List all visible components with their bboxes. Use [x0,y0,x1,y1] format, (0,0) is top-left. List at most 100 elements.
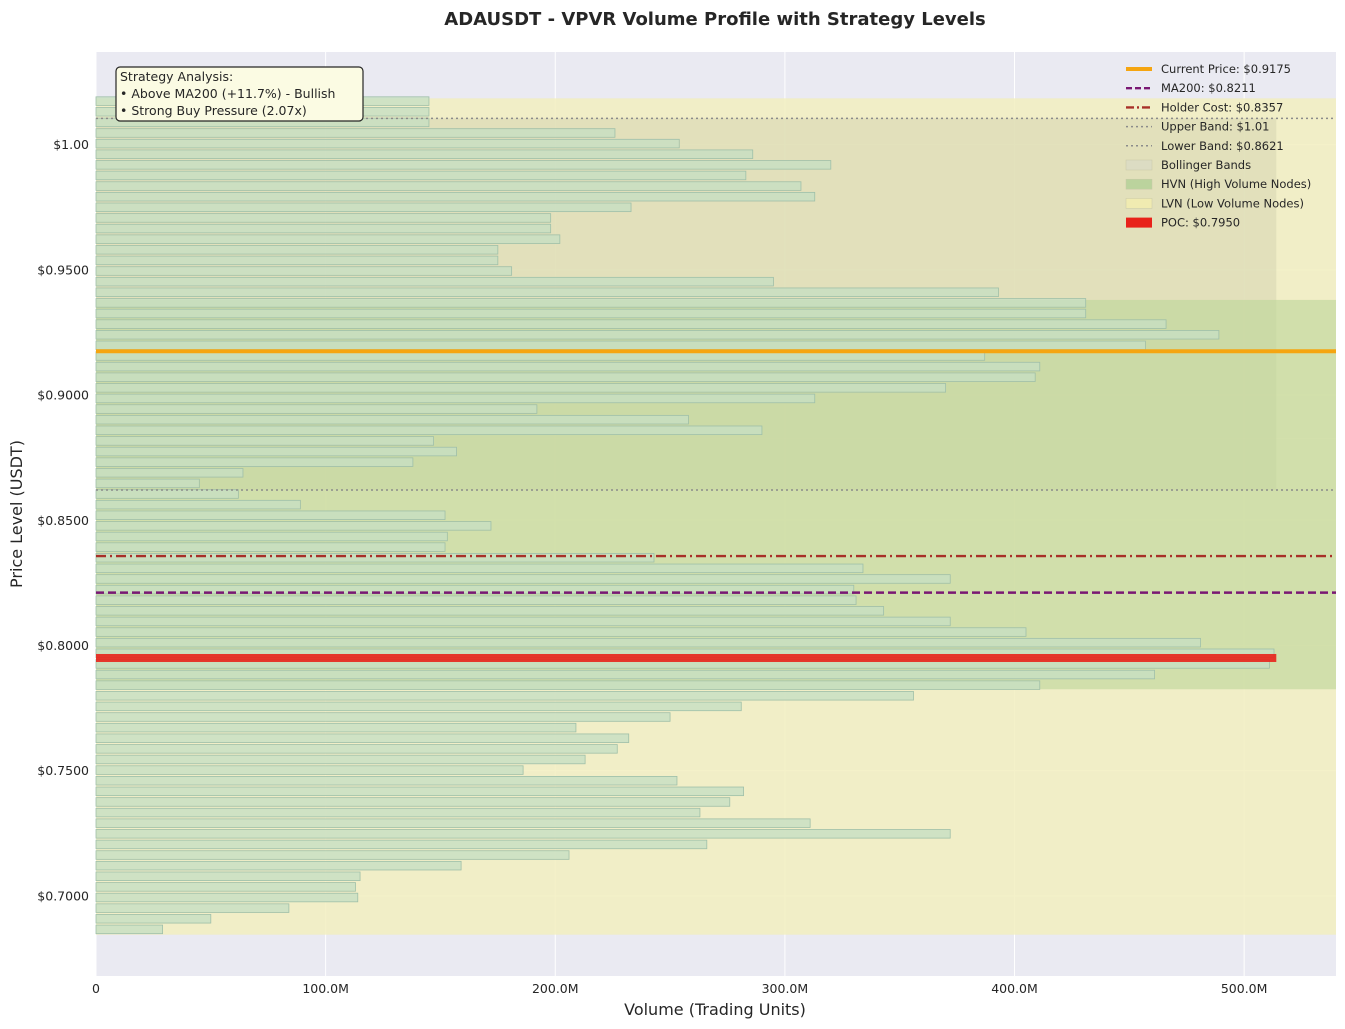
volume-bar [95,701,742,712]
volume-bar [95,457,414,467]
volume-bar [95,818,811,828]
legend: Current Price: $0.9175 MA200: $0.8211 Hold… [1125,62,1311,230]
volume-bar [95,574,951,584]
volume-bar [95,722,577,733]
y-tick-label: $0.8500 [37,513,89,528]
y-axis-label: Price Level (USDT) [7,440,26,588]
y-tick-label: $0.7500 [37,763,89,778]
volume-bar [95,691,914,701]
volume-bar [95,903,290,913]
legend-label: Upper Band: $1.01 [1161,120,1269,134]
volume-bar [95,765,524,775]
volume-bar [95,255,499,266]
volume-bar [95,563,864,574]
volume-bar [95,744,618,754]
volume-bar [95,298,1087,308]
volume-bar [95,468,244,478]
volume-bar [95,680,1041,690]
volume-bar [95,754,586,765]
volume-bar [95,191,816,202]
y-tick-label: $0.9000 [37,388,89,403]
volume-bar [95,860,462,871]
volume-bar [95,234,561,244]
legend-label: HVN (High Volume Nodes) [1161,177,1311,191]
annotation-line-pressure: • Strong Buy Pressure (2.07x) [120,103,307,118]
x-tick-label: 500.0M [1221,981,1268,996]
volume-bar [95,372,1036,382]
annotation-line-title: Strategy Analysis: [120,69,233,84]
y-tick-label: $0.7000 [37,888,89,903]
x-axis-ticks: 0 100.0M 200.0M 300.0M 400.0M 500.0M [92,981,1267,996]
volume-bar [95,627,1027,637]
legend-label: LVN (Low Volume Nodes) [1161,196,1304,210]
volume-bar [95,776,678,786]
legend-label: Holder Cost: $0.8357 [1161,100,1283,114]
chart-title: ADAUSDT - VPVR Volume Profile with Strat… [444,9,985,30]
volume-bar [95,850,570,860]
annotation-background [115,66,364,122]
volume-bar [95,138,680,149]
volume-bar [95,202,632,213]
legend-swatch [1125,159,1153,171]
volume-bar [95,839,708,850]
volume-bar [95,807,701,818]
legend-swatch [1125,198,1153,209]
volume-bar [95,829,951,839]
volume-bar [95,669,1155,680]
volume-bar [95,733,630,743]
volume-bar [95,797,731,807]
volume-bar [95,340,1146,351]
volume-bar [95,223,552,234]
volume-bar [95,489,239,499]
volume-bar [95,595,857,605]
volume-bar [95,361,1041,372]
volume-bar [95,128,616,138]
legend-label: Lower Band: $0.8621 [1161,139,1284,153]
x-tick-label: 100.0M [302,981,349,996]
x-tick-label: 200.0M [532,981,579,996]
volume-bar [95,478,200,489]
volume-bar [95,425,763,436]
volume-bar [95,712,671,722]
volume-bar [95,510,446,520]
volume-bar [95,499,301,510]
poc-bar [96,653,1277,662]
volume-bar [95,637,1201,648]
volume-bar [95,531,448,542]
volume-bar [95,404,538,414]
volume-bar [95,330,1220,340]
legend-label: MA200: $0.8211 [1161,81,1256,95]
volume-bar [95,914,212,924]
y-tick-label: $1.00 [53,137,89,152]
volume-bar [95,319,1167,329]
y-axis-ticks: $0.7000 $0.7500 $0.8000 $0.8500 $0.9000 $0.95… [37,137,89,903]
volume-bar [95,308,1087,319]
x-axis-label: Volume (Trading Units) [624,1000,806,1019]
legend-swatch [1125,178,1153,190]
volume-bar [95,521,492,531]
legend-label: Bollinger Bands [1161,158,1251,172]
legend-swatch [1126,217,1152,228]
volume-bar [95,892,359,903]
x-tick-label: 400.0M [991,981,1038,996]
volume-bar [95,276,774,287]
volume-bar [95,213,552,223]
y-tick-label: $0.9500 [37,262,89,277]
strategy-annotation-box: Strategy Analysis: • Above MA200 (+11.7%… [115,66,364,122]
volume-bar [95,446,457,457]
volume-bar [95,882,356,892]
volume-bar [95,160,832,170]
volume-bar [95,149,754,159]
legend-label: POC: $0.7950 [1161,216,1240,230]
x-tick-label: 0 [92,981,100,996]
legend-label: Current Price: $0.9175 [1161,62,1291,76]
volume-bar [95,436,434,446]
y-tick-label: $0.8000 [37,638,89,653]
volume-bar [95,542,446,552]
volume-bars [95,96,1275,935]
volume-bar [95,924,163,935]
volume-bar [95,170,747,181]
volume-bar [95,553,655,563]
volume-bar [95,393,816,404]
